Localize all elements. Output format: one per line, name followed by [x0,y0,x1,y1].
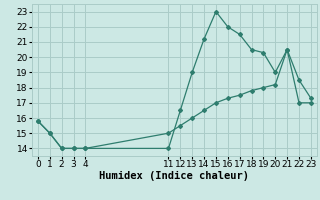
X-axis label: Humidex (Indice chaleur): Humidex (Indice chaleur) [100,171,249,181]
